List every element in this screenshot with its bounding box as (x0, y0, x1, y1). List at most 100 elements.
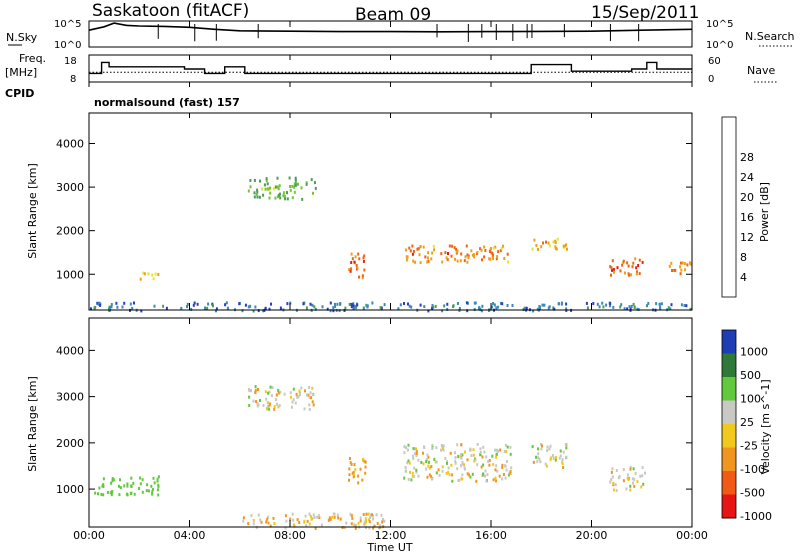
power-ytick-label: 2000 (56, 225, 84, 238)
velocity-cell (461, 462, 464, 466)
power-cell (602, 305, 605, 309)
velocity-cell (109, 491, 112, 495)
velocity-cell (102, 493, 105, 497)
power-cell (264, 306, 267, 310)
velocity-cell (495, 448, 498, 452)
velocity-cell (504, 476, 507, 480)
velocity-cell (415, 470, 418, 474)
velocity-cell (153, 481, 156, 485)
power-colorbar-tick: 20 (740, 191, 754, 204)
velocity-cell (554, 458, 557, 462)
velocity-cell (463, 463, 465, 467)
velocity-cell (504, 443, 507, 447)
power-panel-frame (88, 112, 693, 311)
power-ylabel: Slant Range [km] (26, 163, 39, 259)
power-cell (162, 304, 165, 308)
power-cell (641, 260, 644, 264)
velocity-cell (308, 403, 311, 407)
velocity-cell (294, 401, 297, 405)
power-cell (321, 305, 324, 309)
power-cell (440, 252, 443, 256)
power-cell (609, 265, 612, 269)
power-cell (407, 302, 409, 306)
power-cell (419, 303, 422, 307)
power-cell (338, 309, 341, 313)
power-cell (96, 301, 99, 305)
velocity-cell (454, 456, 457, 459)
velocity-cell (501, 463, 504, 467)
power-cell (131, 306, 134, 310)
power-cell (262, 309, 265, 313)
velocity-cell (447, 466, 450, 470)
power-cell (358, 275, 361, 279)
velocity-cell (273, 405, 276, 409)
velocity-cell (299, 391, 302, 395)
velocity-cell (430, 465, 433, 469)
velocity-cell (629, 484, 632, 488)
velocity-cell (456, 443, 459, 447)
velocity-cell (284, 526, 287, 530)
velocity-cell (372, 517, 375, 521)
velocity-cell (555, 456, 557, 459)
velocity-cell (479, 450, 482, 454)
velocity-cell (368, 520, 371, 524)
power-cell (460, 252, 463, 256)
velocity-colorbar-tick: 1000 (740, 346, 768, 359)
power-cell (635, 266, 638, 270)
velocity-cell (267, 391, 270, 395)
power-cell (523, 306, 526, 310)
velocity-cell (157, 475, 160, 479)
power-cell (556, 237, 559, 241)
velocity-cell (308, 522, 311, 526)
velocity-cell (503, 450, 506, 454)
velocity-cell (311, 386, 314, 390)
power-cell (165, 306, 168, 310)
power-cell (445, 256, 448, 260)
velocity-cell (410, 478, 413, 482)
power-cell (417, 247, 420, 251)
power-cell (610, 266, 613, 270)
power-cell (305, 306, 308, 310)
velocity-cell (272, 516, 275, 520)
velocity-cell (470, 454, 473, 458)
power-cell (153, 304, 156, 308)
power-cell (681, 261, 684, 265)
velocity-cell (350, 513, 353, 517)
power-cell (336, 302, 339, 306)
power-cell (313, 305, 316, 309)
velocity-cell (353, 523, 356, 527)
velocity-cell (507, 473, 510, 477)
cpid-program: normalsound (fast) 157 (94, 96, 240, 109)
power-cell (613, 270, 615, 274)
velocity-cell (564, 443, 567, 446)
velocity-cell (509, 471, 512, 475)
velocity-cell (126, 493, 129, 497)
velocity-cell (365, 520, 368, 523)
velocity-cell (295, 392, 298, 396)
power-cell (491, 255, 494, 259)
power-cell (621, 263, 624, 267)
velocity-cell (428, 473, 431, 477)
velocity-cell (479, 453, 482, 457)
power-cell (294, 183, 297, 187)
power-cell (225, 301, 228, 305)
velocity-cell (442, 448, 445, 452)
velocity-cell (378, 526, 381, 530)
power-cell (660, 302, 663, 306)
power-cell (99, 303, 102, 307)
velocity-colorbar-tick: -100 (740, 463, 765, 476)
velocity-cell (482, 463, 485, 467)
velocity-cell (296, 518, 299, 522)
power-cell (674, 268, 677, 272)
power-cell (344, 306, 347, 310)
power-cell (186, 302, 189, 306)
velocity-cell (610, 478, 613, 481)
velocity-colorbar-swatch (722, 424, 736, 448)
velocity-cell (451, 473, 454, 477)
velocity-cell (291, 400, 294, 404)
velocity-cell (415, 449, 418, 453)
power-cell (282, 191, 285, 195)
power-cell (247, 305, 250, 309)
velocity-cell (157, 493, 160, 497)
power-cell (586, 306, 589, 310)
